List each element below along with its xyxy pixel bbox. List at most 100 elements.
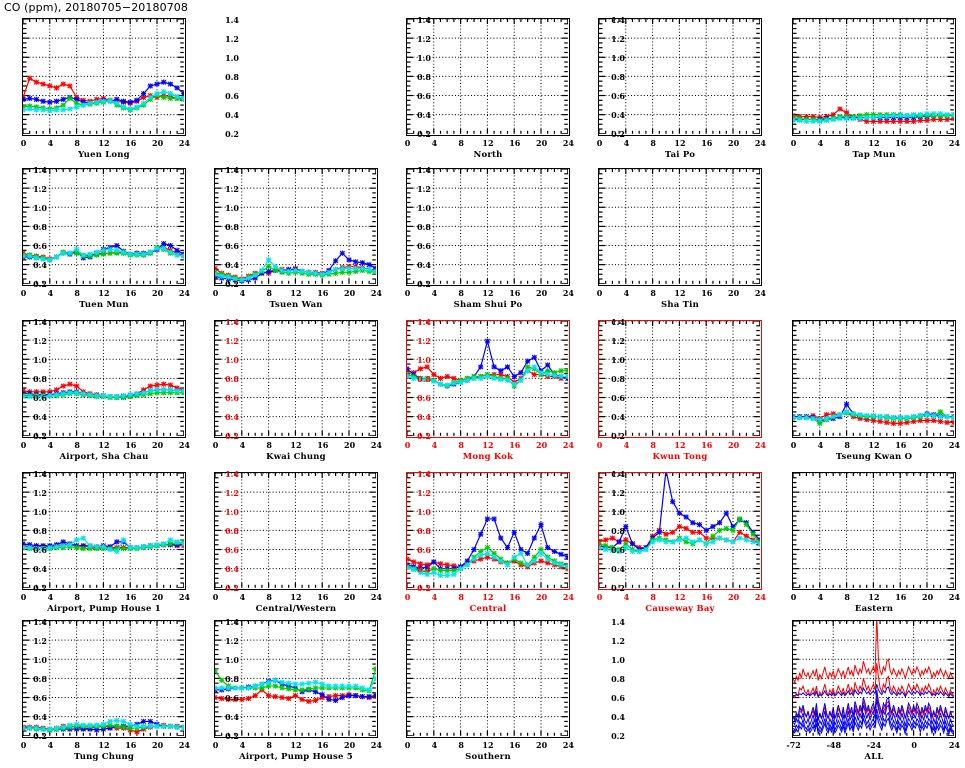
panel-caption: Tai Po [598,150,762,160]
panel-caption: Airport, Sha Chau [22,452,186,462]
y-tick-label: 1.2 [225,636,239,646]
y-tick-label: 1.2 [417,488,431,498]
panel-caption: Sham Shui Po [406,300,570,310]
plot-svg [599,169,760,284]
x-tick-label: 24 [755,440,766,450]
x-tick-label: 4 [624,440,630,450]
y-tick-label: 0.6 [225,545,239,555]
y-tick-label: 1.2 [611,336,625,346]
panel-caption: Tsuen Wan [214,300,378,310]
x-tick-label: 4 [432,288,438,298]
x-tick-label: 0 [597,592,603,602]
panel-caption: Yuen Long [22,150,186,160]
x-tick-label: 12 [482,138,493,148]
x-tick-label: 4 [624,288,630,298]
x-tick-label: 12 [868,592,879,602]
y-tick-label: 1.4 [33,165,47,175]
x-tick-label: 0 [405,288,411,298]
panel-caption: Tseung Kwan O [792,452,956,462]
x-tick-label: 20 [728,592,739,602]
y-tick-label: 1.0 [611,655,625,665]
x-tick-label: 20 [344,440,355,450]
y-tick-label: 0.6 [33,545,47,555]
plot-svg [793,321,954,436]
x-tick-label: 8 [844,440,850,450]
panel-caption: Airport, Pump House 5 [214,752,378,762]
x-tick-label: 20 [344,592,355,602]
x-tick-label: 8 [650,592,656,602]
y-tick-label: 0.2 [611,583,625,593]
x-tick-label: 16 [125,138,136,148]
y-tick-label: 0.4 [417,412,431,422]
x-tick-label: 0 [791,592,797,602]
y-tick-label: 1.4 [417,165,431,175]
y-tick-label: 0.6 [225,241,239,251]
x-tick-label: 0 [405,592,411,602]
y-tick-label: 1.4 [417,469,431,479]
x-tick-label: 4 [432,138,438,148]
y-tick-label: 0.4 [611,110,625,120]
y-tick-label: 0.2 [225,583,239,593]
y-tick-label: 1.0 [225,53,239,63]
x-tick-label: 20 [536,592,547,602]
x-tick-label: 20 [152,138,163,148]
plot-panel-yuen-long: 0.20.40.60.81.01.21.404812162024Yuen Lon… [22,18,186,166]
x-tick-label: 20 [344,288,355,298]
panel-caption: Tuen Mun [22,300,186,310]
x-tick-label: 0 [21,440,27,450]
y-tick-label: 1.4 [225,165,239,175]
x-tick-label: 16 [125,592,136,602]
x-tick-label: 8 [650,440,656,450]
y-tick-label: 1.0 [611,355,625,365]
y-tick-label: 0.6 [417,545,431,555]
y-tick-label: 0.6 [417,91,431,101]
x-tick-label: 0 [21,288,27,298]
panel-caption: Causeway Bay [598,604,762,614]
x-tick-label: 16 [509,440,520,450]
y-tick-label: 0.8 [225,526,239,536]
x-tick-label: -72 [786,740,800,750]
y-tick-label: 1.0 [225,355,239,365]
y-tick-label: 1.0 [33,507,47,517]
plot-svg [407,321,568,436]
x-tick-label: 20 [152,740,163,750]
panel-caption: Tung Chung [22,752,186,762]
plot-area [406,620,570,738]
x-tick-label: 0 [597,138,603,148]
y-tick-label: 0.4 [33,412,47,422]
panel-caption: Tap Mun [792,150,956,160]
x-tick-label: 24 [179,740,190,750]
x-tick-label: 16 [509,740,520,750]
x-tick-label: 4 [240,440,246,450]
y-tick-label: 1.2 [611,636,625,646]
x-tick-label: 20 [152,592,163,602]
y-tick-label: 1.2 [417,184,431,194]
y-tick-label: 1.0 [33,355,47,365]
x-tick-label: 8 [74,288,80,298]
x-tick-label: 8 [458,440,464,450]
x-tick-label: 4 [48,740,54,750]
y-tick-label: 1.2 [225,336,239,346]
x-tick-label: 24 [755,138,766,148]
plot-area [22,18,186,136]
x-tick-label: 24 [371,288,382,298]
y-tick-label: 0.6 [33,241,47,251]
y-tick-label: 1.2 [33,184,47,194]
x-tick-label: 24 [949,138,960,148]
y-tick-label: 1.0 [417,203,431,213]
x-tick-label: 24 [179,288,190,298]
y-tick-label: 1.0 [417,53,431,63]
y-tick-label: 0.4 [33,712,47,722]
y-tick-label: 0.6 [225,693,239,703]
x-tick-label: 0 [405,740,411,750]
y-tick-label: 0.4 [611,412,625,422]
y-tick-label: 1.0 [417,355,431,365]
x-tick-label: 12 [98,440,109,450]
plot-svg [23,19,184,134]
y-tick-label: 1.0 [611,53,625,63]
x-tick-label: 12 [482,288,493,298]
panel-caption: Sha Tin [598,300,762,310]
x-tick-label: 24 [563,440,574,450]
x-tick-label: 20 [152,288,163,298]
